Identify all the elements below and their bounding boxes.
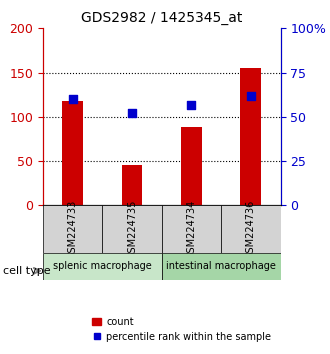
Legend: count, percentile rank within the sample: count, percentile rank within the sample [88,313,275,346]
Text: GSM224735: GSM224735 [127,200,137,259]
Text: intestinal macrophage: intestinal macrophage [166,261,276,272]
Bar [62,101,83,205]
FancyBboxPatch shape [102,205,162,253]
Text: GSM224734: GSM224734 [186,200,196,259]
Text: splenic macrophage: splenic macrophage [53,261,152,272]
Text: GSM224736: GSM224736 [246,200,256,259]
FancyBboxPatch shape [43,205,102,253]
Bar [121,165,142,205]
FancyBboxPatch shape [221,205,280,253]
Point [70,96,75,102]
Point [129,110,135,116]
Bar [240,68,261,205]
Bar [181,127,202,205]
Title: GDS2982 / 1425345_at: GDS2982 / 1425345_at [81,11,243,24]
FancyBboxPatch shape [162,253,280,280]
Point [248,93,253,98]
FancyBboxPatch shape [162,205,221,253]
Text: cell type: cell type [3,266,51,276]
FancyBboxPatch shape [43,253,162,280]
Point [189,103,194,108]
Text: GSM224733: GSM224733 [68,200,78,259]
